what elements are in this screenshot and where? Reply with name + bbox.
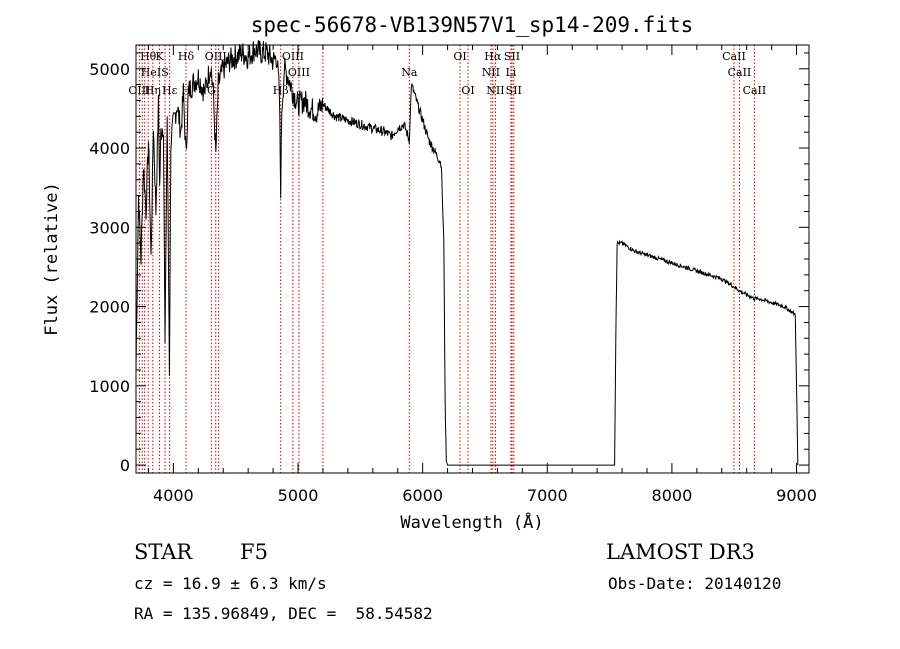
spectral-line-label: OIII xyxy=(205,50,227,63)
x-tick-label: 6000 xyxy=(402,486,443,505)
x-axis-label: Wavelength (Å) xyxy=(400,511,543,533)
spectral-line-label: Hα xyxy=(484,50,502,63)
y-tick-label: 0 xyxy=(120,456,130,475)
plot-frame xyxy=(135,44,810,474)
y-tick-label: 4000 xyxy=(89,139,130,158)
spectral-line-label: HeI xyxy=(141,66,161,79)
obs-date: Obs-Date: 20140120 xyxy=(608,574,782,593)
spectral-line-label: Hε xyxy=(162,84,178,97)
survey-name: LAMOST DR3 xyxy=(606,540,755,564)
spectral-line-label: CaII xyxy=(722,50,746,63)
spectral-line-label: Li xyxy=(505,66,516,79)
x-tick-label: 9000 xyxy=(776,486,817,505)
spectral-line-label: SII xyxy=(506,84,522,97)
spectral-line-label: Hη xyxy=(145,84,161,97)
spectral-line-label: NII xyxy=(486,84,504,97)
spectral-line-label: OIII xyxy=(128,84,150,97)
y-tick-label: 1000 xyxy=(89,377,130,396)
spectral-line-label: OIII xyxy=(288,66,310,79)
x-tick-label: 5000 xyxy=(278,486,319,505)
y-tick-label: 5000 xyxy=(89,60,130,79)
redshift-text: cz = 16.9 ± 6.3 km/s xyxy=(134,574,327,593)
spectrum-line xyxy=(135,40,799,466)
plot-area: 4000 5000 6000 7000 8000 9000 0 1000 2000 3000 400… xyxy=(89,40,817,505)
y-tick-label: 3000 xyxy=(89,218,130,237)
x-tick-label: 4000 xyxy=(153,486,194,505)
subclass: F5 xyxy=(240,540,268,564)
spectral-line-label: SII xyxy=(504,50,520,63)
spectral-line-label: G xyxy=(207,84,216,97)
spectral-line-label: OI xyxy=(461,84,474,97)
y-tick-label: 2000 xyxy=(89,298,130,317)
spectral-line-label: OI xyxy=(453,50,466,63)
spectral-line-label: H xyxy=(181,84,191,97)
spectral-line-label: Na xyxy=(401,66,418,79)
spectral-line-label: K xyxy=(155,50,164,63)
coordinates: RA = 135.96849, DEC = 58.54582 xyxy=(134,604,433,623)
spectral-line-label: CaII xyxy=(728,66,752,79)
x-tick-label: 7000 xyxy=(527,486,568,505)
spectral-line-label: Hδ xyxy=(178,50,195,63)
chart-title: spec-56678-VB139N57V1_sp14-209.fits xyxy=(251,13,694,37)
y-axis-label: Flux (relative) xyxy=(42,182,62,336)
spectral-line-label: OIII xyxy=(282,50,304,63)
object-class: STAR xyxy=(134,540,193,564)
x-tick-label: 8000 xyxy=(652,486,693,505)
spectral-line-label: Hβ xyxy=(273,84,289,97)
spectral-line-label: CaII xyxy=(743,84,767,97)
spectral-line-label: S xyxy=(161,66,169,79)
spectral-line-label: Hθ xyxy=(140,50,157,63)
spectral-line-label: NII xyxy=(482,66,500,79)
